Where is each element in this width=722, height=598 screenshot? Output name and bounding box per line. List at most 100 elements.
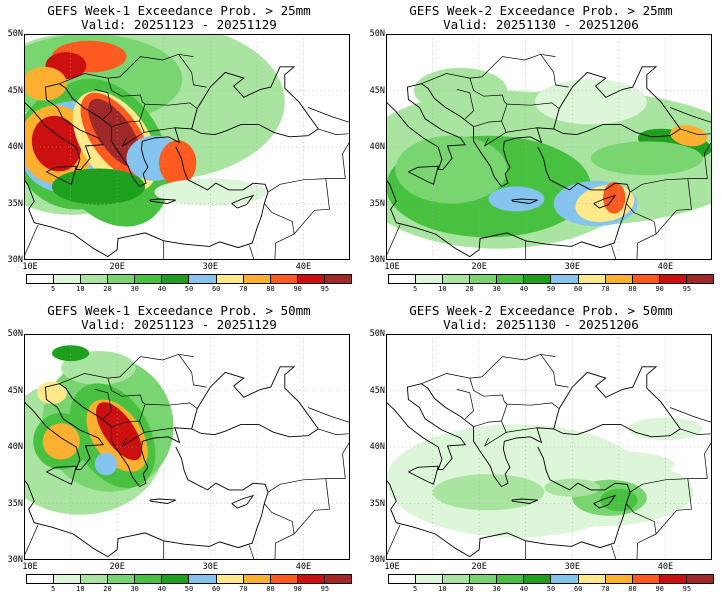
probability-shading xyxy=(37,381,67,405)
probability-shading xyxy=(51,345,90,362)
colorbar-swatch xyxy=(389,275,417,283)
coastline xyxy=(421,83,564,188)
coastline xyxy=(537,146,631,193)
colorbar-swatch xyxy=(297,275,325,283)
coastline xyxy=(46,165,77,185)
colorbar-tick-label: 95 xyxy=(320,285,330,293)
colorbar-tick-label: 80 xyxy=(628,585,637,593)
coastline xyxy=(386,179,631,258)
colorbar-swatch xyxy=(324,275,351,283)
colorbar-swatch xyxy=(416,575,444,583)
country-border xyxy=(469,77,560,109)
colorbar xyxy=(388,574,714,584)
colorbar-tick-label: 5 xyxy=(413,285,418,293)
coastline xyxy=(421,383,564,488)
country-border xyxy=(473,420,537,433)
country-border xyxy=(111,420,175,433)
longitude-label: 20E xyxy=(471,562,487,572)
colorbar-tick-label: 50 xyxy=(184,585,194,593)
colorbar-swatch xyxy=(578,575,606,583)
colorbar-tick-label: 30 xyxy=(492,285,501,293)
coastline xyxy=(200,423,319,438)
colorbar-tick-label: 90 xyxy=(293,285,302,293)
country-border xyxy=(386,524,401,557)
country-border xyxy=(540,354,569,388)
colorbar-swatch xyxy=(270,275,298,283)
coastline xyxy=(386,383,467,471)
colorbar-tick-label: 70 xyxy=(601,585,610,593)
colorbar-swatch xyxy=(497,575,525,583)
colorbar-swatch xyxy=(216,575,244,583)
latitude-label: 35N xyxy=(7,498,23,509)
probability-shading xyxy=(603,182,626,214)
coastline xyxy=(511,498,538,504)
country-border xyxy=(483,432,507,447)
latitude-label: 45N xyxy=(369,85,385,96)
longitude-label: 40E xyxy=(657,562,674,572)
latitude-label: 50N xyxy=(7,29,23,39)
colorbar-swatch xyxy=(135,575,163,583)
colorbar-tick-label: 50 xyxy=(184,285,194,293)
country-border xyxy=(501,103,508,122)
latitude-label: 35N xyxy=(369,498,385,509)
colorbar-tick-label: 10 xyxy=(76,285,85,293)
panel-valid-dates: Valid: 20251130 - 20251206 xyxy=(443,317,639,332)
coastline xyxy=(386,83,467,171)
country-border xyxy=(669,107,712,123)
country-border xyxy=(59,53,194,85)
colorbar-swatch xyxy=(443,275,471,283)
longitude-label: 30E xyxy=(202,562,218,572)
colorbar xyxy=(26,274,352,284)
panel-title: GEFS Week-1 Exceedance Prob. > 50mm xyxy=(47,303,311,318)
latitude-label: 35N xyxy=(7,198,23,209)
colorbar-tick-label: 60 xyxy=(573,585,583,593)
country-border xyxy=(111,120,175,133)
country-border xyxy=(24,224,39,257)
country-border xyxy=(178,354,207,388)
colorbar-tick-label: 40 xyxy=(157,585,167,593)
country-border xyxy=(626,503,657,560)
colorbar-swatch xyxy=(389,575,417,583)
country-border xyxy=(469,377,560,409)
colorbar-swatch xyxy=(686,275,713,283)
country-border xyxy=(501,403,508,422)
colorbar-swatch xyxy=(162,575,190,583)
colorbar-swatch xyxy=(324,575,351,583)
probability-map xyxy=(24,334,350,560)
colorbar-tick-label: 30 xyxy=(492,585,501,593)
coastline xyxy=(562,123,681,138)
country-border xyxy=(540,54,569,88)
colorbar-swatch xyxy=(416,275,444,283)
probability-shading xyxy=(600,488,638,512)
colorbar-tick-label: 90 xyxy=(655,285,664,293)
colorbar-tick-label: 50 xyxy=(546,585,556,593)
country-border xyxy=(611,245,617,260)
probability-map xyxy=(24,34,350,260)
colorbar-tick-label: 90 xyxy=(655,585,664,593)
country-border xyxy=(121,432,145,447)
latitude-label: 30N xyxy=(369,255,385,265)
country-border xyxy=(611,545,617,560)
latitude-label: 45N xyxy=(369,385,385,396)
colorbar-tick-label: 10 xyxy=(438,585,447,593)
country-border xyxy=(669,407,712,423)
country-border xyxy=(267,478,346,493)
latitude-label: 50N xyxy=(369,29,385,39)
coastline xyxy=(149,498,176,504)
latitude-label: 45N xyxy=(7,85,23,96)
country-border xyxy=(473,120,537,133)
country-border xyxy=(94,389,112,420)
colorbar-swatch xyxy=(551,575,579,583)
country-border xyxy=(655,478,692,535)
country-border xyxy=(318,128,350,179)
country-border xyxy=(318,428,350,479)
longitude-label: 10E xyxy=(384,562,400,572)
colorbar-swatch xyxy=(470,275,498,283)
colorbar-swatch xyxy=(81,575,109,583)
longitude-label: 10E xyxy=(22,262,38,272)
latitude-label: 50N xyxy=(369,329,385,339)
colorbar-swatch xyxy=(686,575,713,583)
map-panel-week1-50mm: GEFS Week-1 Exceedance Prob. > 50mm Valid… xyxy=(4,302,354,593)
probability-shading xyxy=(94,452,118,476)
probability-shading xyxy=(96,402,142,461)
